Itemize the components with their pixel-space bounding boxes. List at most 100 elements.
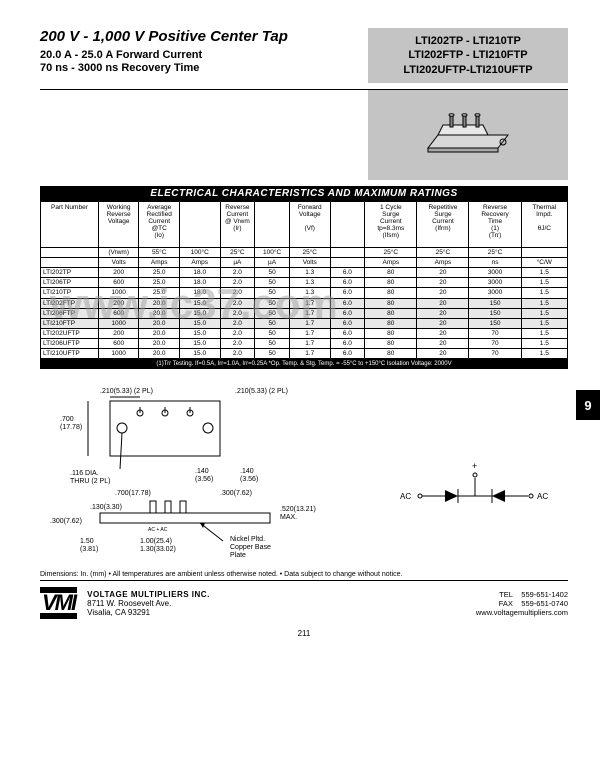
svg-text:.700(17.78): .700(17.78) bbox=[115, 490, 151, 497]
table-cell: 1.5 bbox=[521, 349, 567, 359]
table-cell: 6.0 bbox=[330, 288, 365, 298]
svg-text:Nickel Pltd.Copper BasePlate: Nickel Pltd.Copper BasePlate bbox=[230, 536, 271, 559]
table-cell: 20 bbox=[417, 329, 469, 339]
svg-text:1.00(25.4)1.30(33.02): 1.00(25.4)1.30(33.02) bbox=[140, 538, 176, 553]
table-cell: 15.0 bbox=[179, 339, 220, 349]
table-header-cell: ns bbox=[469, 258, 521, 268]
table-cell: 1.5 bbox=[521, 268, 567, 278]
table-header-cell: 100°C bbox=[255, 247, 290, 257]
table-cell: 200 bbox=[98, 329, 139, 339]
table-cell: 3000 bbox=[469, 268, 521, 278]
part-line-2: LTI202FTP - LTI210FTP bbox=[372, 48, 564, 62]
table-cell: 20 bbox=[417, 298, 469, 308]
table-cell: 20.0 bbox=[139, 308, 180, 318]
table-cell: 20.0 bbox=[139, 298, 180, 308]
table-cell: 70 bbox=[469, 329, 521, 339]
header-left: 200 V - 1,000 V Positive Center Tap 20.0… bbox=[40, 28, 358, 83]
dimensions-note: Dimensions: In. (mm) • All temperatures … bbox=[40, 571, 568, 578]
table-cell: 2.0 bbox=[220, 268, 255, 278]
table-cell: 80 bbox=[365, 278, 417, 288]
table-cell: 2.0 bbox=[220, 339, 255, 349]
table-cell: 20 bbox=[417, 318, 469, 328]
table-cell: 80 bbox=[365, 318, 417, 328]
table-cell: 1.5 bbox=[521, 308, 567, 318]
table-cell: 18.0 bbox=[179, 288, 220, 298]
table-cell: 50 bbox=[255, 349, 290, 359]
table-cell: 18.0 bbox=[179, 278, 220, 288]
table-cell: 15.0 bbox=[179, 308, 220, 318]
table-header-cell: Amps bbox=[179, 258, 220, 268]
table-header-cell bbox=[41, 258, 99, 268]
table-cell: 150 bbox=[469, 308, 521, 318]
table-cell: 50 bbox=[255, 339, 290, 349]
table-cell: 20 bbox=[417, 268, 469, 278]
table-cell: 1000 bbox=[98, 288, 139, 298]
vmi-logo: VMI bbox=[40, 587, 77, 619]
table-header-cell: µA bbox=[255, 258, 290, 268]
table-cell: LTI210FTP bbox=[41, 318, 99, 328]
table-header-cell: Amps bbox=[365, 258, 417, 268]
table-header-cell: 25°C bbox=[365, 247, 417, 257]
table-cell: 20 bbox=[417, 349, 469, 359]
table-cell: 50 bbox=[255, 308, 290, 318]
table-cell: LTI206TP bbox=[41, 278, 99, 288]
table-header-cell bbox=[41, 247, 99, 257]
table-cell: LTI206UFTP bbox=[41, 339, 99, 349]
table-cell: 20 bbox=[417, 308, 469, 318]
table-header-cell: Amps bbox=[417, 258, 469, 268]
table-cell: 2.0 bbox=[220, 278, 255, 288]
section-tab: 9 bbox=[576, 390, 600, 420]
table-cell: 80 bbox=[365, 339, 417, 349]
svg-text:AC: AC bbox=[400, 492, 411, 501]
table-header-cell: Volts bbox=[289, 258, 330, 268]
table-cell: 1.5 bbox=[521, 278, 567, 288]
table-cell: 50 bbox=[255, 278, 290, 288]
package-drawing bbox=[368, 90, 568, 180]
table-header-cell: Part Number bbox=[41, 201, 99, 247]
table-header-cell: µA bbox=[220, 258, 255, 268]
page-title: 200 V - 1,000 V Positive Center Tap bbox=[40, 28, 358, 45]
subheading-recovery: 70 ns - 3000 ns Recovery Time bbox=[40, 62, 358, 74]
table-header-cell: WorkingReverseVoltage bbox=[98, 201, 139, 247]
table-header-cell: 25°C bbox=[220, 247, 255, 257]
table-cell: 50 bbox=[255, 268, 290, 278]
table-cell: 6.0 bbox=[330, 308, 365, 318]
svg-text:.130(3.30): .130(3.30) bbox=[90, 504, 122, 511]
table-title: ELECTRICAL CHARACTERISTICS AND MAXIMUM R… bbox=[40, 186, 568, 201]
table-header-cell: ReverseCurrent@ Vrwm(Ir) bbox=[220, 201, 255, 247]
table-cell: 20.0 bbox=[139, 339, 180, 349]
table-header-cell: Amps bbox=[139, 258, 180, 268]
table-cell: 80 bbox=[365, 298, 417, 308]
table-cell: 50 bbox=[255, 288, 290, 298]
circuit-symbol: AC + AC bbox=[400, 383, 550, 563]
table-cell: 6.0 bbox=[330, 318, 365, 328]
table-cell: 1.5 bbox=[521, 318, 567, 328]
table-cell: 2.0 bbox=[220, 288, 255, 298]
table-header-cell: ThermalImpd.θJ/C bbox=[521, 201, 567, 247]
table-cell: 600 bbox=[98, 278, 139, 288]
table-header-cell: AverageRectifiedCurrent@TC(Io) bbox=[139, 201, 180, 247]
table-cell: 150 bbox=[469, 298, 521, 308]
table-cell: 1.3 bbox=[289, 278, 330, 288]
table-cell: 80 bbox=[365, 349, 417, 359]
table-cell: 20.0 bbox=[139, 349, 180, 359]
table-header-cell bbox=[255, 201, 290, 247]
table-cell: 6.0 bbox=[330, 349, 365, 359]
table-cell: 20 bbox=[417, 288, 469, 298]
table-header-cell bbox=[521, 247, 567, 257]
table-cell: 6.0 bbox=[330, 268, 365, 278]
table-cell: 80 bbox=[365, 288, 417, 298]
table-cell: 6.0 bbox=[330, 298, 365, 308]
address-line-1: 8711 W. Roosevelt Ave. bbox=[87, 599, 466, 608]
svg-text:.116 DIA.THRU (2 PL): .116 DIA.THRU (2 PL) bbox=[70, 470, 110, 485]
table-cell: 20 bbox=[417, 339, 469, 349]
table-header-cell: 1 CycleSurgeCurrenttp=8.3ms(Ifsm) bbox=[365, 201, 417, 247]
table-header-cell: 25°C bbox=[417, 247, 469, 257]
table-cell: 1000 bbox=[98, 318, 139, 328]
svg-text:+: + bbox=[472, 461, 477, 471]
table-cell: 1.5 bbox=[521, 329, 567, 339]
part-line-1: LTI202TP - LTI210TP bbox=[372, 34, 564, 48]
table-header-cell: (Vrwm) bbox=[98, 247, 139, 257]
table-header-cell: ForwardVoltage(Vf) bbox=[289, 201, 330, 247]
mechanical-drawing: .210(5.33) (2 PL) .210(5.33) (2 PL) .700… bbox=[40, 383, 568, 563]
